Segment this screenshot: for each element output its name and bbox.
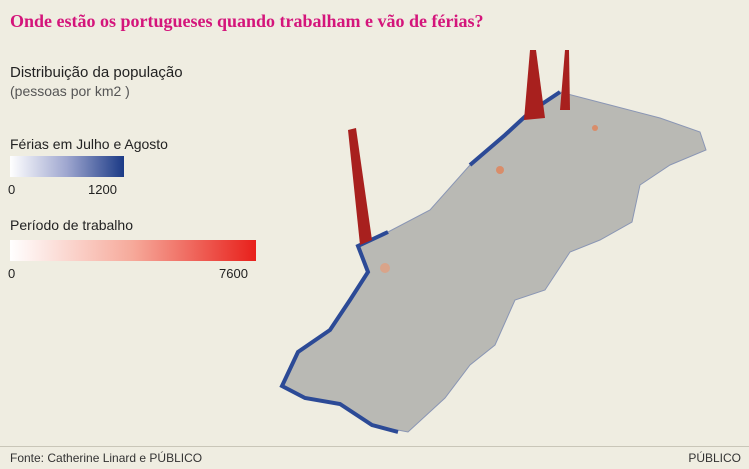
scale-max: 1200	[88, 182, 117, 197]
coast-edge	[279, 230, 399, 434]
density-spike	[560, 50, 570, 110]
density-spot	[496, 166, 504, 174]
scale-max: 7600	[219, 266, 248, 281]
coast-edge	[468, 90, 562, 167]
footer-rule	[0, 446, 749, 447]
scale-min: 0	[8, 182, 16, 197]
scale-min: 0	[8, 266, 16, 281]
source: Fonte: Catherine Linard e PÚBLICO	[10, 451, 203, 465]
color-scale	[10, 156, 124, 177]
density-spot	[380, 263, 390, 273]
scale-label: Período de trabalho	[10, 217, 133, 233]
scale-label: Férias em Julho e Agosto	[10, 136, 168, 152]
density-spike	[348, 128, 372, 245]
density-spot	[592, 125, 598, 131]
brand: PÚBLICO	[688, 451, 741, 465]
density-spike	[524, 50, 545, 120]
legend-title: Distribuição da população	[10, 64, 183, 81]
title: Onde estão os portugueses quando trabalh…	[10, 11, 484, 31]
legend-subtitle: (pessoas por km2 )	[10, 83, 130, 99]
color-scale	[10, 240, 256, 261]
